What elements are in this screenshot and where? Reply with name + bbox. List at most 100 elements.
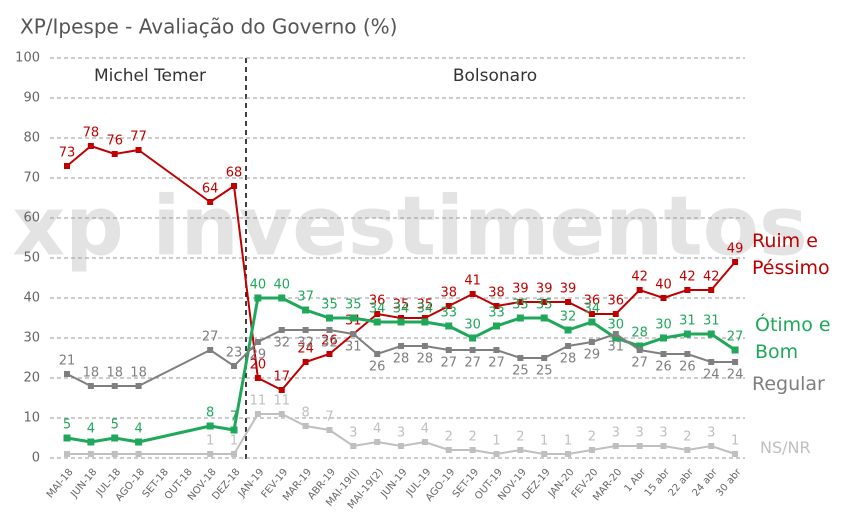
data-point [445, 447, 452, 453]
data-label: 23 [226, 346, 243, 361]
data-point [421, 315, 428, 321]
data-label: 27 [202, 330, 219, 345]
data-point [731, 346, 739, 354]
data-point [421, 439, 428, 445]
data-label: 18 [106, 366, 123, 381]
y-tick-label: 20 [23, 371, 40, 386]
series-line [66, 373, 139, 387]
data-point [326, 327, 333, 333]
data-label: 1 [731, 434, 739, 449]
data-label: 39 [560, 282, 577, 297]
data-label: 3 [707, 426, 715, 441]
data-point [326, 427, 333, 433]
data-label: 41 [464, 274, 481, 289]
data-label: 11 [250, 394, 267, 409]
period-label: Bolsonaro [453, 66, 537, 86]
data-label: 2 [516, 430, 524, 445]
data-point [708, 287, 715, 293]
data-label: 1 [564, 434, 572, 449]
data-label: 27 [488, 356, 505, 371]
data-point [565, 299, 572, 305]
data-point [374, 351, 381, 357]
data-point [565, 343, 572, 349]
data-label: 30 [655, 318, 672, 333]
data-point [684, 351, 691, 357]
data-label: 30 [464, 318, 481, 333]
chart-title: XP/Ipespe - Avaliação do Governo (%) [20, 15, 397, 39]
data-label: 3 [349, 426, 357, 441]
data-point [564, 326, 572, 334]
data-label: 37 [297, 290, 314, 305]
data-label: 26 [655, 360, 672, 375]
data-point [373, 318, 381, 326]
data-point [207, 451, 214, 457]
data-label: 2 [683, 430, 691, 445]
data-point [135, 451, 142, 457]
data-point [302, 327, 309, 333]
data-point [302, 423, 309, 429]
data-label: 32 [321, 336, 338, 351]
data-point [469, 334, 477, 342]
y-tick-label: 40 [23, 291, 40, 306]
data-label: 2 [445, 430, 453, 445]
data-label: 38 [440, 286, 457, 301]
data-point [493, 451, 500, 457]
data-label: 34 [393, 302, 410, 317]
data-point [445, 303, 452, 309]
data-point [278, 327, 285, 333]
data-point [135, 438, 143, 446]
data-label: 40 [655, 278, 672, 293]
y-tick-label: 10 [23, 411, 40, 426]
data-label: 21 [59, 354, 76, 369]
data-label: 5 [63, 418, 71, 433]
data-point [111, 434, 119, 442]
data-point [636, 443, 643, 449]
data-label: 29 [584, 348, 601, 363]
data-label: 30 [608, 318, 625, 333]
data-label: 36 [608, 294, 625, 309]
data-point [374, 439, 381, 445]
data-label: 28 [417, 352, 434, 367]
data-point [349, 314, 357, 322]
data-point [636, 287, 643, 293]
data-point [398, 315, 405, 321]
data-label: 25 [536, 364, 553, 379]
data-point [398, 443, 405, 449]
data-point [565, 451, 572, 457]
data-point [683, 330, 691, 338]
data-point [588, 339, 595, 345]
data-point [64, 163, 70, 169]
data-label: 26 [679, 360, 696, 375]
data-label: 31 [679, 314, 696, 329]
data-label: 20 [250, 358, 267, 373]
data-label: 1 [206, 434, 214, 449]
data-point [231, 183, 238, 189]
data-label: 28 [631, 326, 648, 341]
data-point [87, 451, 94, 457]
data-label: 24 [703, 368, 720, 383]
data-label: 3 [659, 426, 667, 441]
data-point [231, 363, 238, 369]
series-label: Ruim e Péssimo [752, 230, 830, 279]
data-label: 38 [488, 286, 505, 301]
data-label: 4 [134, 422, 142, 437]
y-tick-label: 70 [23, 171, 40, 186]
data-point [588, 447, 595, 453]
series-connector [138, 424, 211, 444]
data-label: 27 [464, 356, 481, 371]
data-label: 35 [536, 298, 553, 313]
data-label: 42 [703, 270, 720, 285]
data-point [732, 451, 739, 457]
data-point [254, 339, 261, 345]
period-label: Michel Temer [94, 66, 206, 86]
data-point [278, 294, 286, 302]
data-point [63, 434, 71, 442]
data-point [660, 351, 667, 357]
data-point [517, 447, 524, 453]
data-label: 68 [226, 166, 243, 181]
data-label: 18 [83, 366, 100, 381]
data-point [374, 311, 381, 317]
data-label: 3 [397, 426, 405, 441]
data-point [206, 422, 214, 430]
data-point [636, 347, 643, 353]
